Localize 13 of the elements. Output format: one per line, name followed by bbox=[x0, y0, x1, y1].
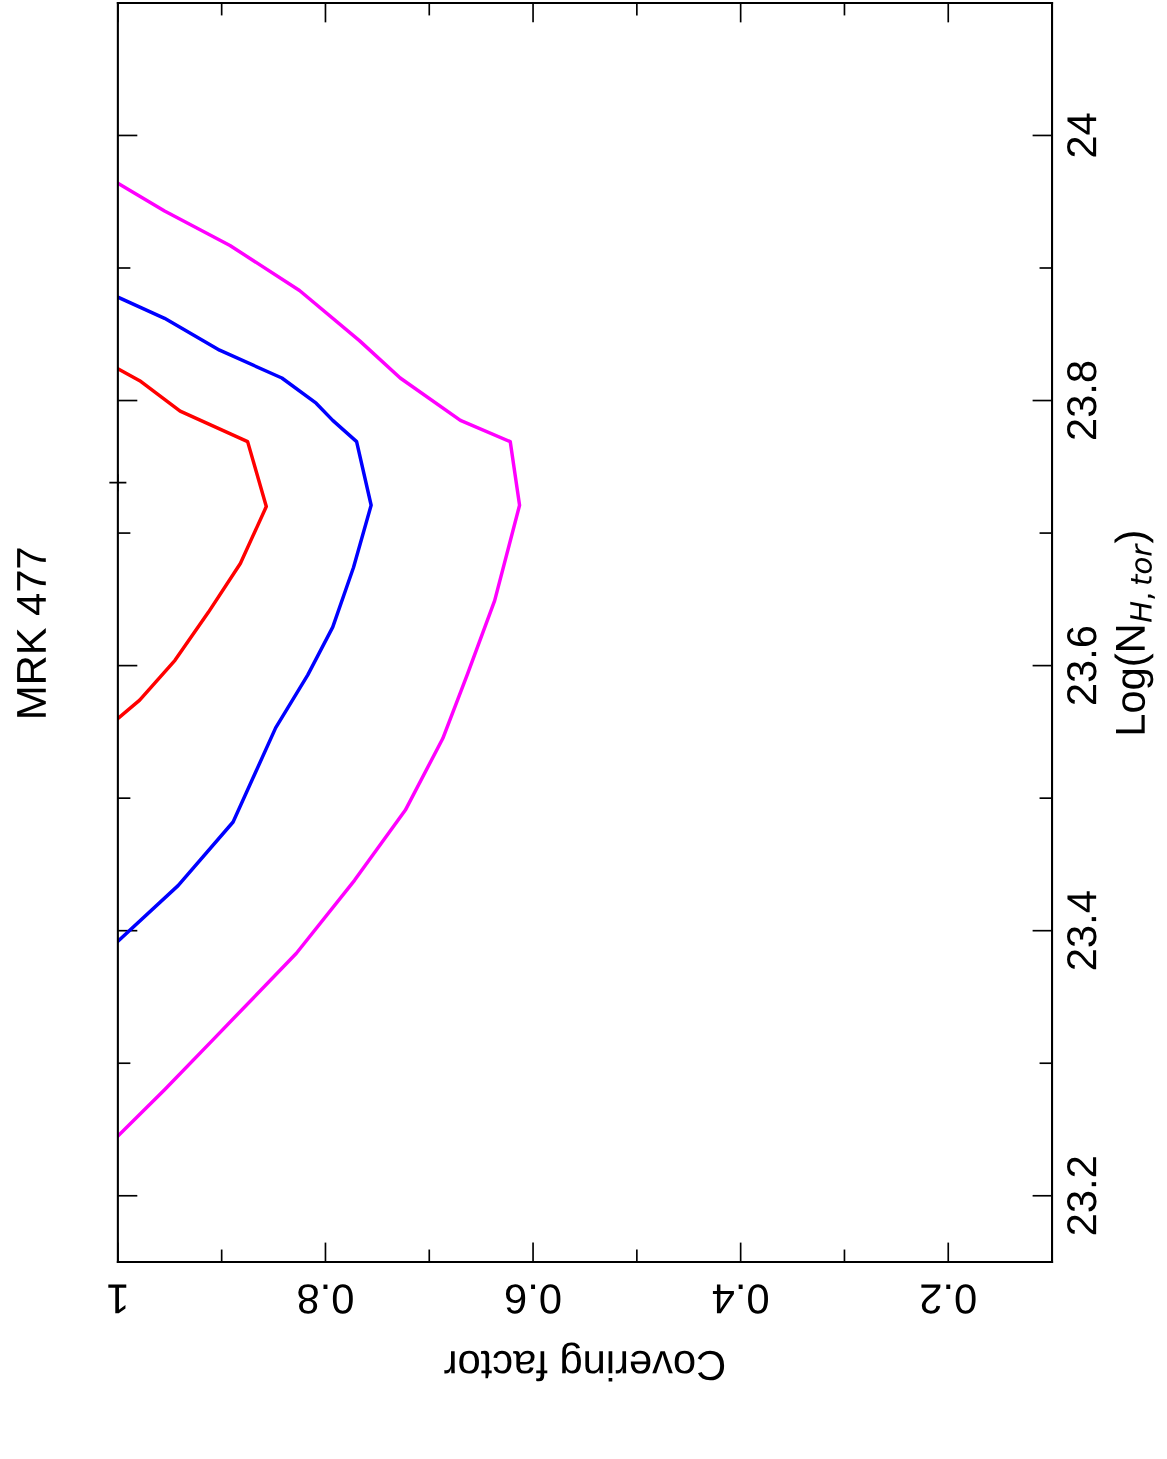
y-axis-title: Log(N$_{H,tor}$) bbox=[1114, 532, 1155, 734]
x-tick-label: 0.8 bbox=[298, 1284, 353, 1314]
text: MRK 477 bbox=[17, 548, 46, 717]
y-tick-label: 24 bbox=[1067, 113, 1097, 157]
x-tick-label: 0.2 bbox=[921, 1284, 976, 1314]
x-axis-title: Covering factor bbox=[444, 1342, 725, 1382]
x-tick-label: 1 bbox=[108, 1284, 127, 1314]
y-tick-label: 23.2 bbox=[1067, 1157, 1097, 1235]
y-tick-label: 23.8 bbox=[1067, 361, 1097, 439]
x-tick-label: 0.6 bbox=[505, 1284, 561, 1314]
y-tick-label: 23.4 bbox=[1067, 891, 1097, 970]
x-tick-label: 0.4 bbox=[712, 1284, 768, 1314]
y-tick-label: 23.6 bbox=[1067, 626, 1097, 705]
